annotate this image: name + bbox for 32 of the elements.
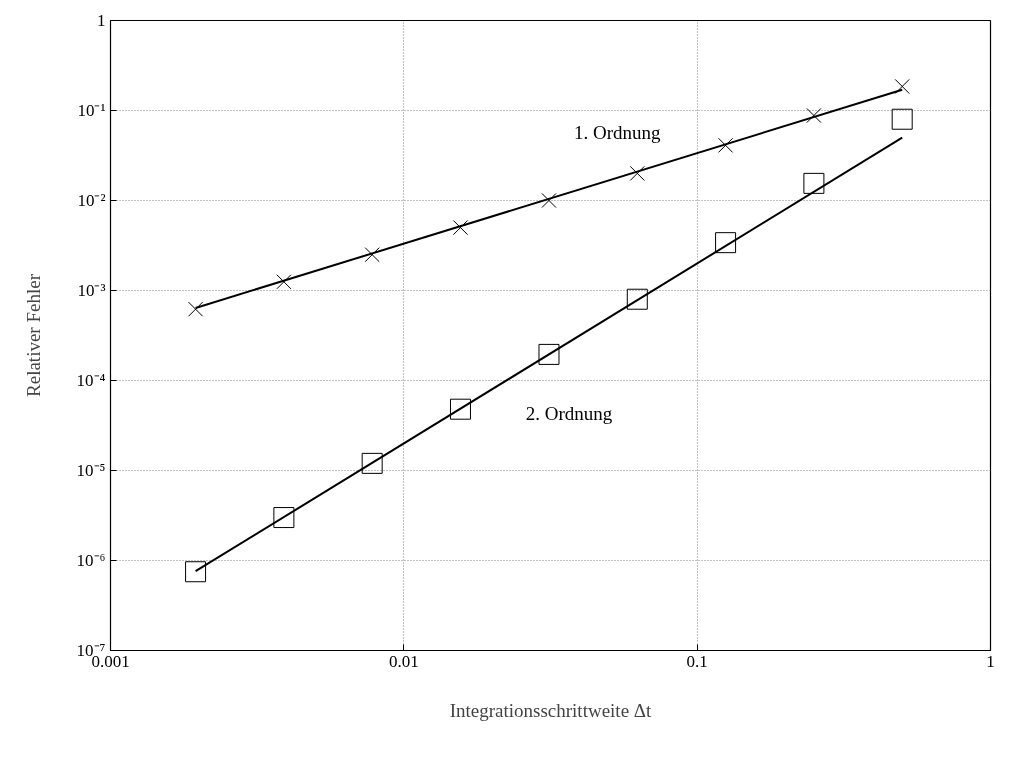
point [626,288,648,310]
point [894,78,910,95]
point [715,232,737,254]
y-tick-label: 10⁻² [77,191,106,210]
series-label: 1. Ordnung [574,122,662,144]
x-axis-title: Integrationsschrittweite Δt [449,699,653,721]
point [718,137,734,153]
y-tick-label: 10⁻⁶ [76,551,106,570]
point [806,107,822,124]
y-tick-label: 10⁻¹ [77,101,106,120]
y-tick-label: 10⁻⁴ [76,371,106,390]
y-tick-label: 10⁻³ [77,281,106,300]
point [541,192,557,209]
point [185,561,207,583]
point [188,301,204,317]
point [449,398,471,420]
y-tick-label: 10⁻⁵ [76,461,106,480]
point [538,343,560,365]
point [361,452,383,474]
point [803,172,825,194]
point [452,220,469,236]
point [273,507,295,529]
x-tick-label: 0.01 [388,651,419,671]
point [629,165,645,181]
point [891,108,913,130]
x-tick-label: 1 [986,651,995,671]
point [364,247,380,263]
point [276,274,292,290]
y-axis-title: Relativer Fehler [22,273,44,397]
x-tick-label: 0.1 [686,651,708,671]
y-tick-label: 1 [97,11,106,30]
text: 2. Ordnung [525,403,613,425]
